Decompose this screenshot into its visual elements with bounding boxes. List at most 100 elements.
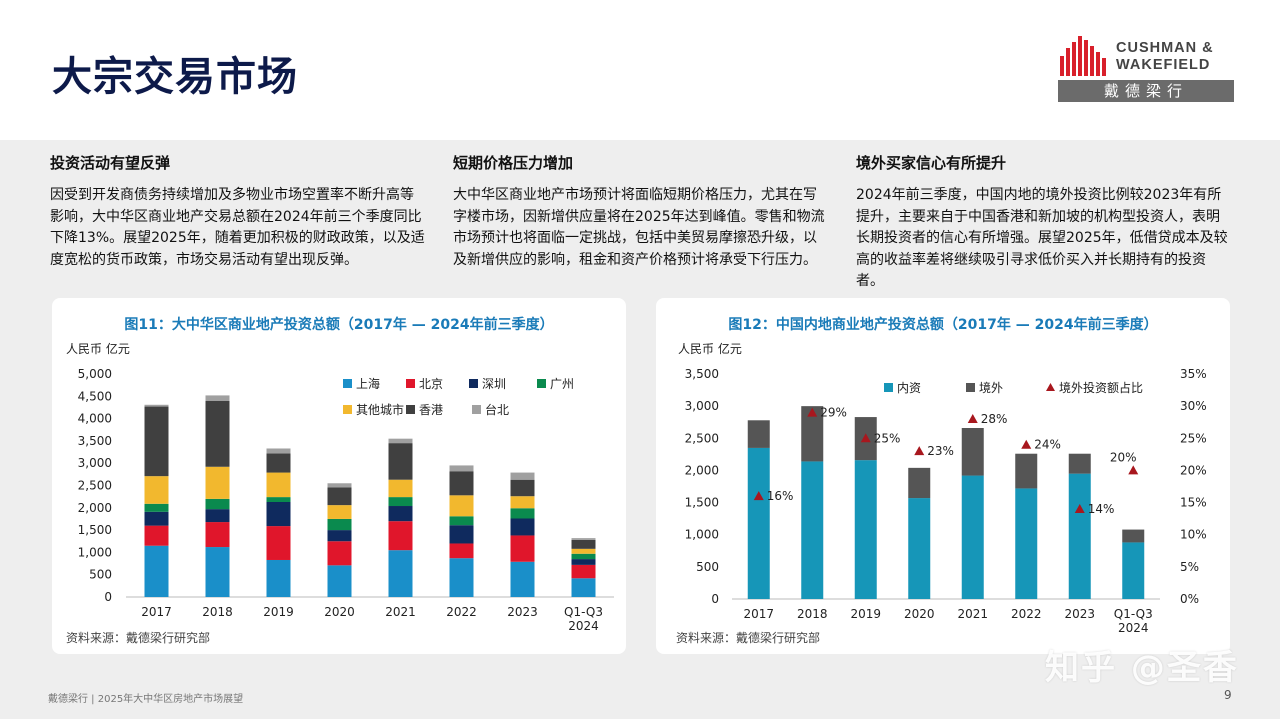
share-marker (807, 407, 818, 417)
bar-segment-1 (144, 545, 169, 597)
bar-segment-3 (449, 525, 474, 544)
bar-segment-1 (266, 559, 291, 597)
bar-segment-5 (449, 495, 474, 517)
share-label: 20% (1110, 450, 1137, 464)
y2-tick-label: 5% (1180, 560, 1199, 574)
x-tick-label: 2022 (446, 605, 477, 619)
x-tick-label: 2021 (957, 607, 988, 621)
bar-segment-2 (266, 526, 291, 560)
bar-segment-5 (144, 476, 169, 504)
legend-label: 广州 (550, 377, 574, 391)
x-tick-label: 2020 (904, 607, 935, 621)
x-tick-label: 2022 (1011, 607, 1042, 621)
column-text: 因受到开发商债务持续增加及多物业市场空置率不断升高等影响，大中华区商业地产交易总… (50, 187, 425, 268)
legend-swatch (472, 405, 481, 414)
x-tick-label: 2023 (507, 605, 538, 619)
bar-segment-1 (510, 561, 535, 597)
y-tick-label: 3,000 (685, 399, 719, 413)
bar-segment-3 (205, 509, 230, 523)
bar-segment-7 (510, 472, 535, 480)
logo-line1: CUSHMAN & (1116, 40, 1214, 56)
y-tick-label: 1,500 (685, 496, 719, 510)
share-label: 23% (927, 444, 954, 458)
share-marker (860, 433, 871, 443)
legend-swatch (343, 379, 352, 388)
x-tick-label: 2017 (743, 607, 774, 621)
bar-segment-2 (144, 525, 169, 546)
legend-label: 香港 (419, 403, 443, 417)
bar-segment-5 (571, 548, 596, 554)
bar-segment-4 (449, 516, 474, 526)
y2-tick-label: 15% (1180, 496, 1207, 510)
bar-segment-7 (327, 483, 352, 488)
bar-segment-6 (144, 406, 169, 477)
bar-segment-6 (449, 471, 474, 496)
bar-segment-6 (205, 400, 230, 467)
share-label: 29% (820, 406, 847, 420)
bar-segment-1 (327, 565, 352, 597)
y-tick-label: 1,500 (78, 523, 112, 537)
legend-swatch (966, 383, 975, 392)
bar-segment-1 (961, 475, 984, 599)
share-marker (1128, 465, 1139, 475)
share-marker (914, 446, 925, 456)
bar-segment-6 (571, 539, 596, 549)
bar-segment-7 (205, 395, 230, 401)
legend-swatch (884, 383, 893, 392)
legend-swatch (406, 405, 415, 414)
bar-segment-2 (801, 406, 824, 462)
bar-segment-5 (388, 479, 413, 498)
x-tick-label: 2019 (263, 605, 294, 619)
bar-segment-4 (205, 498, 230, 510)
bar-segment-2 (571, 564, 596, 579)
x-tick-label: 2024 (1118, 621, 1149, 635)
share-marker (1021, 439, 1032, 449)
y-tick-label: 500 (89, 568, 112, 582)
x-tick-label: 2023 (1064, 607, 1095, 621)
bar-segment-1 (1122, 542, 1145, 599)
share-marker (967, 414, 978, 423)
bar-segment-2 (1015, 453, 1038, 489)
bar-segment-6 (327, 487, 352, 506)
logo-bars-icon (1060, 36, 1106, 76)
bar-segment-1 (747, 447, 770, 599)
bar-segment-3 (510, 518, 535, 536)
logo-line2: WAKEFIELD (1116, 57, 1211, 73)
legend-swatch (537, 379, 546, 388)
bar-segment-2 (388, 521, 413, 551)
bar-segment-4 (327, 518, 352, 531)
chart-title: 图12：中国内地商业地产投资总额（2017年 — 2024年前三季度） (728, 316, 1157, 333)
bar-segment-6 (266, 453, 291, 473)
column-investment: 投资活动有望反弹 因受到开发商债务持续增加及多物业市场空置率不断升高等影响，大中… (50, 152, 425, 271)
bar-segment-2 (449, 543, 474, 559)
bar-segment-3 (266, 502, 291, 527)
column-price: 短期价格压力增加 大中华区商业地产市场预计将面临短期价格压力，尤其在写字楼市场，… (453, 152, 828, 271)
y-axis-label: 人民币 亿元 (678, 341, 742, 356)
legend-label: 境外投资额占比 (1059, 380, 1143, 395)
page-title: 大宗交易市场 (52, 54, 298, 100)
y2-tick-label: 20% (1180, 463, 1207, 477)
bar-segment-5 (266, 472, 291, 498)
bar-segment-1 (1068, 473, 1091, 599)
y2-tick-label: 30% (1180, 399, 1207, 413)
legend-triangle-icon (1046, 383, 1055, 391)
column-text: 2024年前三季度，中国内地的境外投资比例较2023年有所提升，主要来自于中国香… (856, 187, 1228, 289)
chart-panel-fig12: 图12：中国内地商业地产投资总额（2017年 — 2024年前三季度） 人民币 亿… (656, 298, 1230, 654)
bar-segment-3 (144, 511, 169, 526)
y-tick-label: 2,500 (685, 431, 719, 445)
logo-cn: 戴德梁行 (1058, 80, 1234, 102)
chart-title: 图11：大中华区商业地产投资总额（2017年 — 2024年前三季度） (124, 316, 553, 333)
chart-fig11: 图11：大中华区商业地产投资总额（2017年 — 2024年前三季度） 人民币 亿… (66, 316, 614, 645)
bar-segment-5 (510, 496, 535, 509)
legend-label: 台北 (485, 402, 509, 417)
y-tick-label: 3,500 (685, 367, 719, 381)
bar-segment-1 (801, 461, 824, 599)
legend-label: 上海 (356, 376, 380, 391)
y-tick-label: 4,500 (78, 389, 112, 403)
legend-swatch (406, 379, 415, 388)
bar-segment-7 (571, 538, 596, 540)
share-label: 25% (874, 431, 901, 445)
y-tick-label: 5,000 (78, 367, 112, 381)
share-label: 16% (767, 489, 794, 503)
y-axis-label: 人民币 亿元 (66, 341, 130, 356)
